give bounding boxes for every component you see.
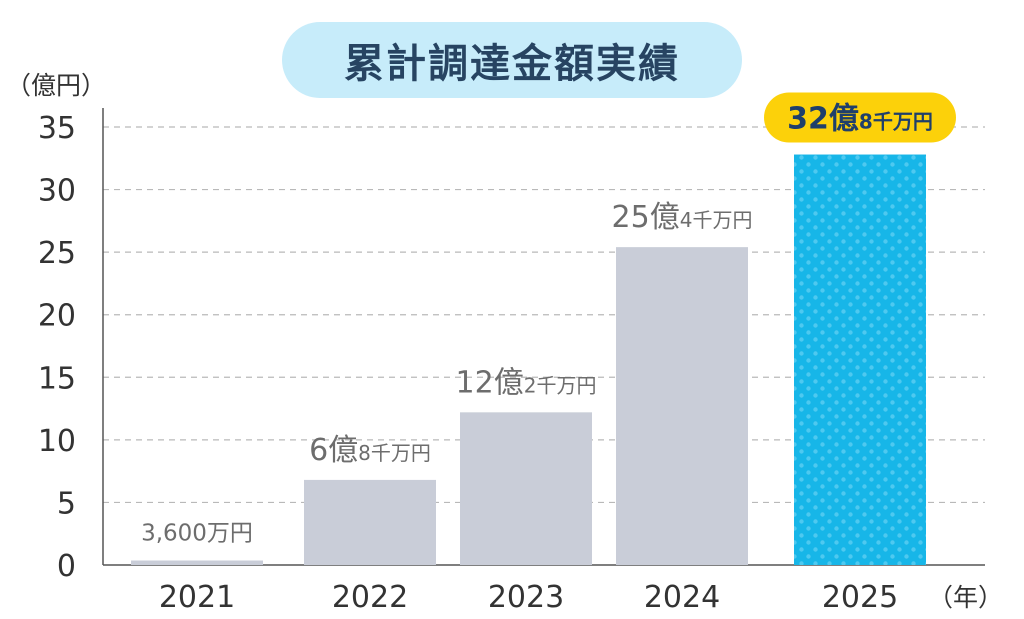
x-tick-label: 2025 bbox=[822, 580, 898, 615]
bar-highlight bbox=[794, 154, 926, 565]
bar bbox=[460, 412, 592, 565]
chart-title-pill: 累計調達金額実績 bbox=[282, 22, 742, 98]
bar bbox=[131, 560, 263, 565]
y-tick-label: 25 bbox=[38, 236, 76, 271]
y-tick-label: 35 bbox=[38, 111, 76, 146]
y-tick-label: 5 bbox=[57, 486, 76, 521]
bar bbox=[616, 247, 748, 565]
x-tick-label: 2024 bbox=[644, 580, 720, 615]
bar bbox=[304, 479, 436, 565]
y-tick-label: 0 bbox=[57, 549, 76, 584]
data-label: 3,600万円 bbox=[141, 520, 253, 546]
x-tick-label: 2021 bbox=[159, 580, 235, 615]
x-tick-label: 2023 bbox=[488, 580, 564, 615]
y-tick-label: 20 bbox=[38, 299, 76, 334]
y-tick-label: 30 bbox=[38, 174, 76, 209]
x-axis-unit-label: （年） bbox=[928, 583, 1004, 612]
y-tick-label: 15 bbox=[38, 361, 76, 396]
data-label: 6億8千万円 bbox=[309, 433, 431, 468]
chart-title: 累計調達金額実績 bbox=[344, 41, 680, 87]
data-label: 12億2千万円 bbox=[456, 365, 597, 400]
data-label: 25億4千万円 bbox=[612, 200, 753, 235]
data-label: 32億8千万円 bbox=[787, 102, 933, 137]
y-axis-unit-label: （億円） bbox=[6, 71, 107, 100]
value-badge bbox=[764, 92, 956, 143]
y-tick-label: 10 bbox=[38, 424, 76, 459]
x-tick-label: 2022 bbox=[332, 580, 408, 615]
